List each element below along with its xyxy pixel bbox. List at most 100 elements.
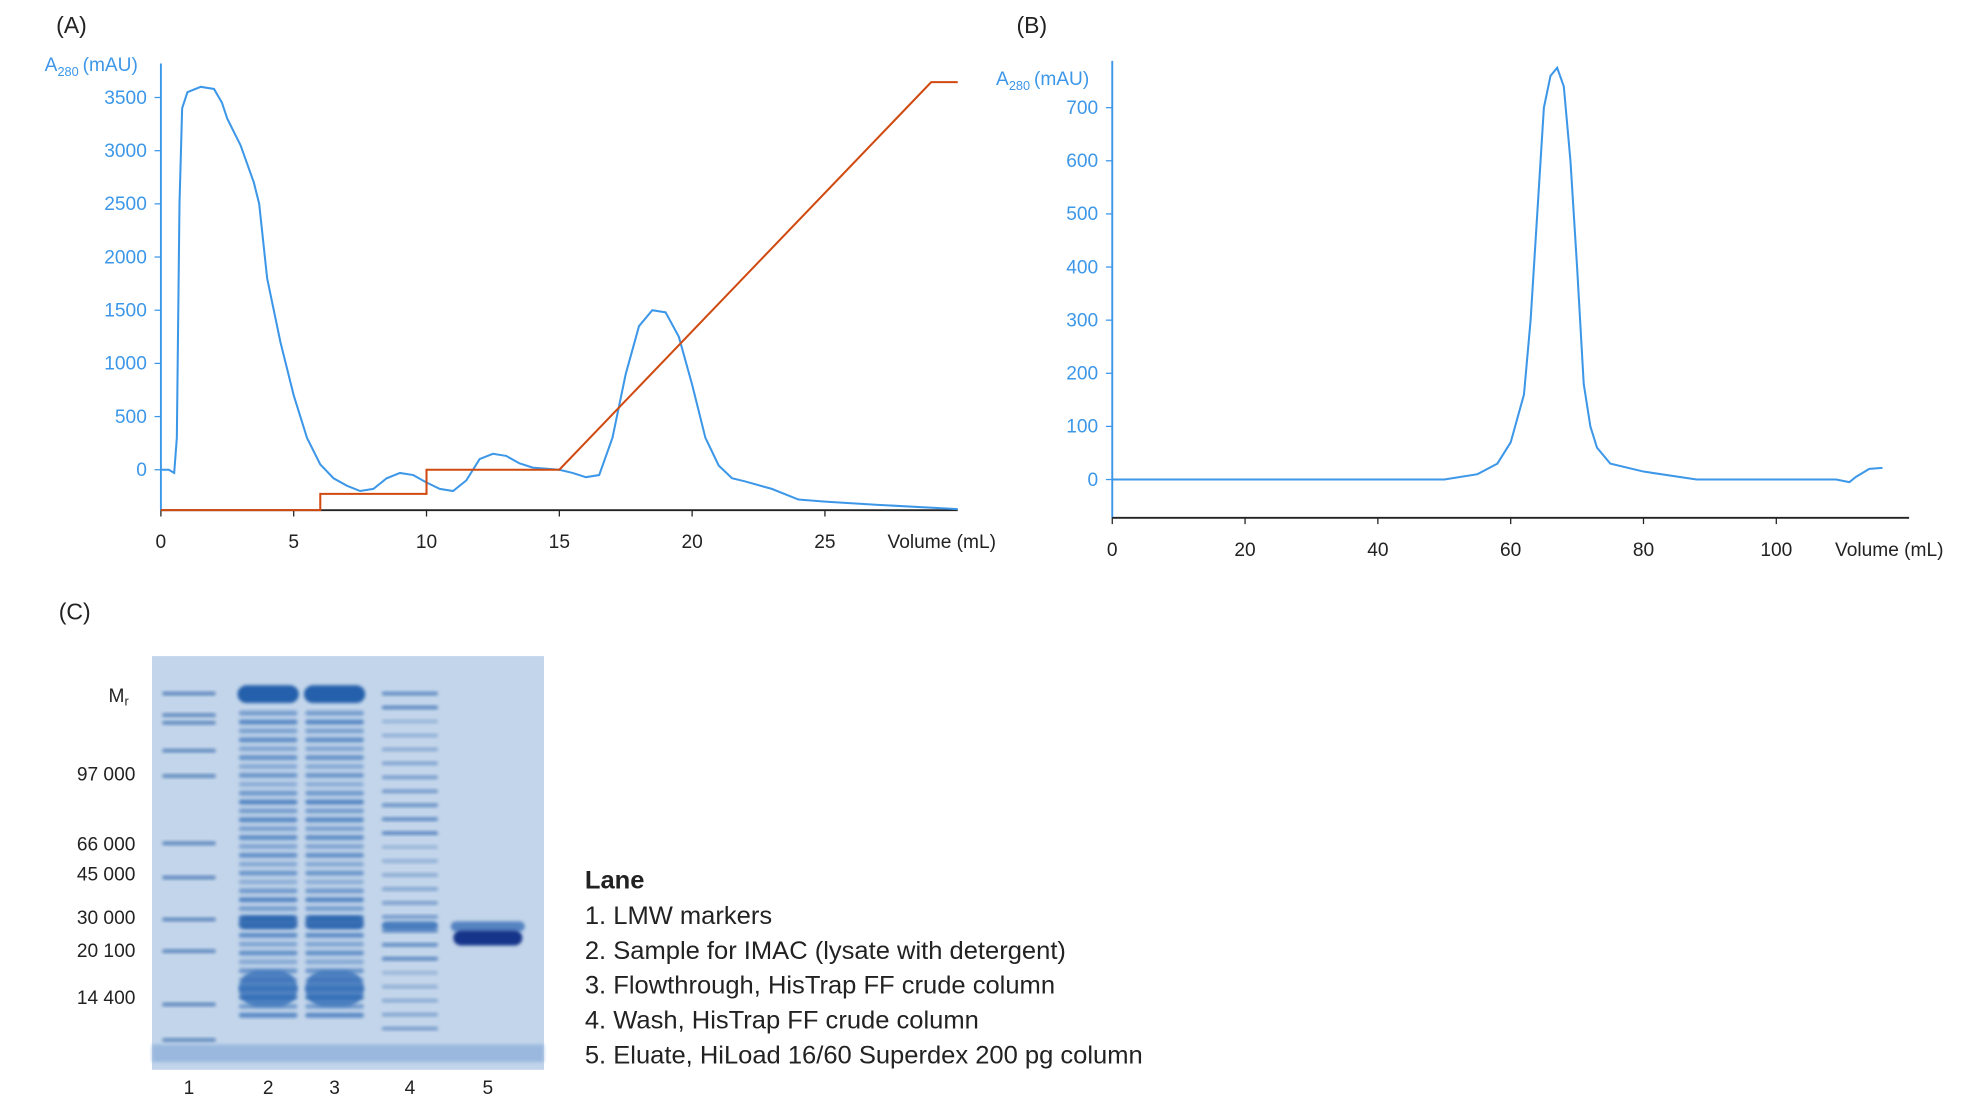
lane-number: 3 [329,1078,340,1099]
gel-band [162,917,216,922]
gel-band [237,685,299,704]
gel-front [151,1044,544,1063]
y-label-unit: (mAU) [83,55,138,76]
gel-band [381,942,439,947]
gel-band [305,906,364,912]
legend-title: Lane [585,866,645,894]
gel-band [238,888,298,894]
marker-label: 14 400 [77,988,136,1009]
gel-band [162,720,216,725]
y-tick-label: 3000 [104,141,147,162]
gel-band [305,959,364,965]
gel-band [381,887,439,891]
y-tick-label: 100 [1066,417,1098,438]
y-tick-label: 200 [1066,364,1098,385]
data-line [160,85,958,511]
gel-band [305,861,364,867]
gel-band [238,906,298,912]
gel-band [381,914,439,919]
gel-band [305,799,364,805]
mr-label: Mr [109,686,130,709]
marker-label: 20 100 [77,941,136,962]
gel-band [381,956,439,961]
x-tick-label: 100 [1760,540,1792,561]
gel-band [381,705,439,710]
gel-band [238,861,298,867]
y-label-sub: 280 [57,64,78,79]
gel-band [238,728,298,734]
gel-band [305,728,364,734]
gel-band [381,873,439,877]
gel-band [238,897,298,903]
gel-band [238,763,298,770]
legend-item: 1. LMW markers [585,902,772,930]
x-tick-label: 20 [681,532,702,553]
gel-band [238,817,298,823]
gel-band [305,843,364,849]
gel-band [238,941,298,947]
gel-band [238,826,298,832]
y-label-unit: (mAU) [1034,69,1089,90]
gel-band [305,870,364,876]
gel-band [305,790,364,796]
gel-band [381,998,439,1003]
gel-band [381,803,439,808]
x-axis-label: Volume (mL) [1835,540,1943,561]
y-tick-label: 3500 [104,88,147,109]
gel-band [305,817,364,823]
lane-number: 5 [482,1078,493,1099]
y-label-main: A [45,55,58,76]
x-tick-label: 25 [814,532,835,553]
gel-band [162,875,216,880]
gel-band [305,826,364,832]
gel-band [238,852,298,858]
gel-band [381,970,439,975]
y-tick-label: 1000 [104,354,147,375]
gel-band [381,831,439,836]
gel-band [381,1012,439,1017]
legend-item: 5. Eluate, HiLoad 16/60 Superdex 200 pg … [585,1042,1143,1070]
legend-item: 4. Wash, HisTrap FF crude column [585,1007,979,1035]
x-tick-label: 80 [1633,540,1654,561]
gel-band [238,746,298,752]
gel-band [305,710,364,716]
x-axis-label: Volume (mL) [888,532,996,553]
x-tick-label: 60 [1500,540,1521,561]
gel-band [238,959,298,965]
gel-band [162,774,216,778]
gel-band [238,719,298,725]
gel-band [305,755,364,761]
gel-band [305,916,364,929]
x-tick-label: 10 [416,532,437,553]
gel-band [238,755,298,761]
gel-band [238,932,298,938]
gel-bands [151,685,544,1063]
gel-band [238,781,298,787]
gel-band [305,950,364,956]
gel-band [238,790,298,796]
gel-band [238,808,298,814]
y-tick-label: 500 [115,407,147,428]
gel-band [305,746,364,752]
mr-main: M [109,686,125,707]
gel-band [381,921,439,931]
gel-band [305,763,364,770]
y-tick-label: 300 [1066,311,1098,332]
gel-band [305,970,364,1007]
gel-band [381,691,439,696]
gel-band [305,781,364,787]
lane-number: 4 [405,1078,416,1099]
gel-band [162,1002,216,1007]
data-line [1112,65,1883,484]
data-line [160,81,958,512]
gel-band [305,772,364,778]
y-tick-label: 0 [1088,470,1099,491]
gel-band [381,719,439,724]
x-tick-label: 0 [156,532,167,553]
gel-band [381,1026,439,1031]
x-tick-label: 5 [288,532,299,553]
marker-label: 45 000 [77,865,136,886]
marker-label: 30 000 [77,908,136,929]
gel-band [381,761,439,766]
